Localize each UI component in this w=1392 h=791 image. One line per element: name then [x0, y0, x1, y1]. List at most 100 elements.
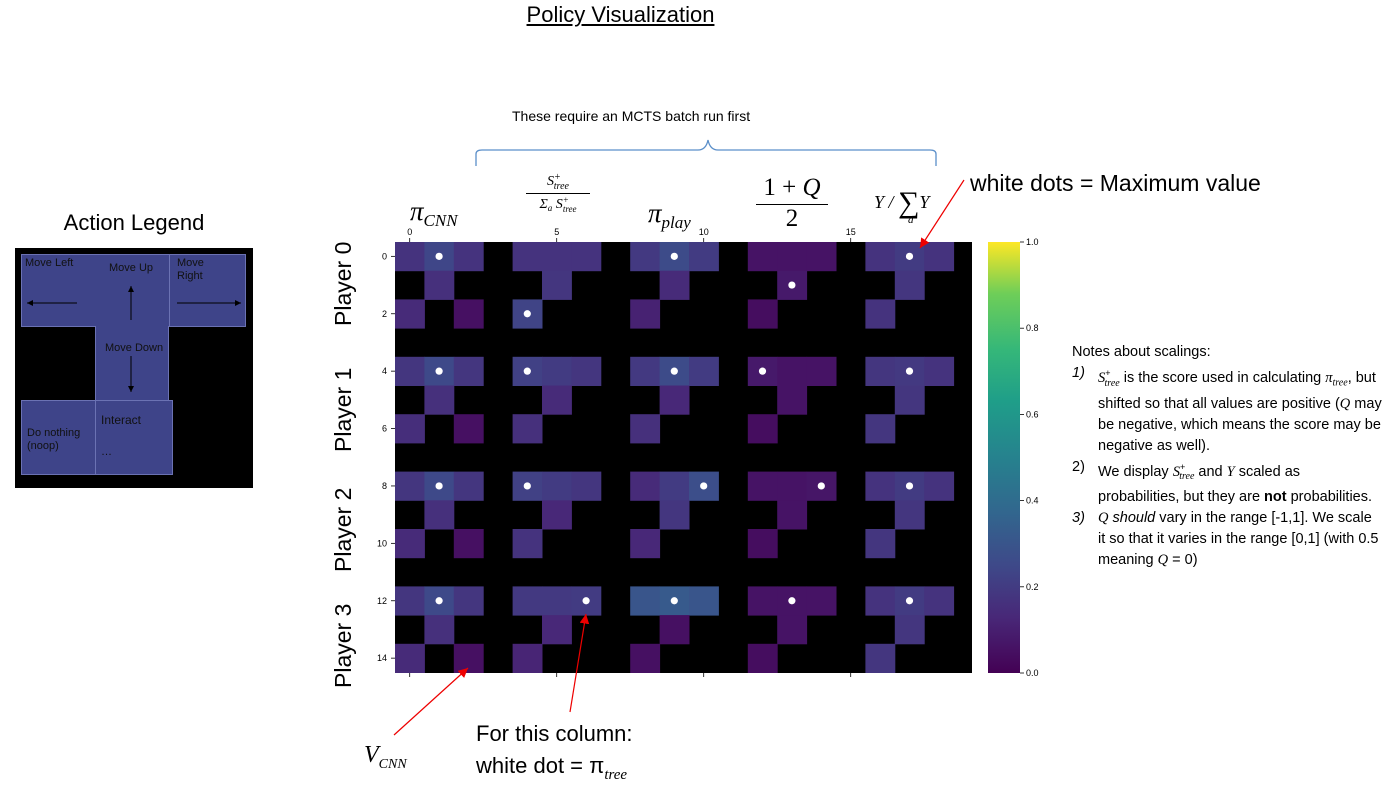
heatmap-cell [747, 299, 778, 329]
col-header-q-scaled: 1 + Q 2 [756, 174, 828, 233]
heatmap-cell [659, 270, 690, 300]
heatmap-cell [453, 529, 484, 559]
heatmap-cell [542, 615, 572, 645]
heatmap-cell [571, 356, 602, 386]
row-label-player-1: Player 1 [330, 367, 356, 452]
colorbar-tick-label: 0.4 [1026, 496, 1039, 506]
max-value-dot [700, 482, 708, 490]
heatmap-cell [747, 529, 778, 559]
y-tick-label: 12 [377, 596, 387, 606]
legend-move-right: Move Right [177, 257, 204, 282]
note-item-3: 3) Q should vary in the range [-1,1]. We … [1072, 510, 1379, 569]
heatmap-cell [659, 471, 690, 501]
note-item-2: 2) We display S+tree and Y scaled as prob… [1072, 458, 1373, 506]
heatmap-cell [689, 586, 719, 616]
heatmap-cell [806, 242, 837, 272]
heatmap-cell [747, 242, 778, 272]
heatmap-cell [777, 385, 808, 415]
heatmap-cell [777, 471, 808, 501]
scaling-notes: Notes about scalings: 1) S+tree is the sc… [1072, 342, 1382, 571]
heatmap-cell [630, 643, 661, 673]
policy-heatmap: 0 5 10 15 0 2 4 6 8 10 12 14 0.0 0.2 0.4 0.6 0.8 1.0 [377, 227, 1039, 678]
heatmap-cell [865, 643, 896, 673]
colorbar [988, 242, 1020, 673]
heatmap-cell [747, 471, 778, 501]
heatmap-cell [453, 471, 484, 501]
heatmap-cell [924, 356, 955, 386]
heatmap-cell [689, 356, 719, 386]
heatmap-cell [453, 643, 484, 673]
y-tick-label: 10 [377, 538, 387, 548]
heatmap-cell [512, 242, 543, 272]
col-header-y-norm: Y / ∑Y a [874, 186, 930, 226]
heatmap-cell [453, 586, 484, 616]
heatmap-cell [571, 471, 602, 501]
max-value-dot [788, 281, 796, 289]
heatmap-cell [777, 500, 808, 530]
heatmap-cell [659, 500, 690, 530]
heatmap-cell [395, 471, 425, 501]
legend-interact: Interact [101, 413, 142, 427]
max-value-dot [817, 482, 825, 490]
tree-label-line1: For this column: [476, 721, 633, 746]
legend-do-nothing: Do nothing (noop) [27, 427, 81, 452]
col-header-pi-play: πplay [648, 198, 691, 232]
max-value-dot [670, 597, 678, 605]
row-label-player-2: Player 2 [330, 487, 356, 572]
mcts-note: These require an MCTS batch run first [512, 108, 751, 124]
colorbar-tick-label: 0.2 [1026, 582, 1039, 592]
heatmap-cell [512, 643, 543, 673]
max-value-dot [435, 597, 443, 605]
heatmap-cell [924, 471, 955, 501]
legend-title: Action Legend [63, 210, 205, 235]
heatmap-cell [424, 270, 455, 300]
heatmap-cell [424, 615, 455, 645]
x-tick-label: 15 [846, 227, 856, 237]
heatmap-cell [777, 242, 808, 272]
heatmap-cell [630, 242, 661, 272]
heatmap-cell [542, 500, 572, 530]
tree-label: For this column: white dot = πtree [476, 718, 633, 791]
max-value-dot [435, 367, 443, 375]
max-value-dot [905, 597, 914, 605]
heatmap-cell [395, 586, 425, 616]
max-value-dot [905, 252, 914, 260]
heatmap-cell [777, 356, 808, 386]
max-value-dot [523, 310, 531, 318]
heatmap-cell [630, 299, 661, 329]
max-value-dot [582, 597, 590, 605]
heatmap-cell [571, 242, 602, 272]
legend-cell-interact [95, 400, 173, 475]
heatmap-cell [630, 529, 661, 559]
heatmap-cell [659, 385, 690, 415]
max-value-dot [435, 252, 443, 260]
heatmap-cell [542, 586, 572, 616]
heatmap-cell [453, 356, 484, 386]
col-header-s-tree: S+tree Σa S+tree [526, 172, 590, 214]
legend-move-left: Move Left [25, 257, 74, 269]
max-value-dot [788, 597, 796, 605]
x-tick-label: 0 [407, 227, 412, 237]
page-title: Policy Visualization [526, 2, 715, 27]
y-tick-label: 6 [382, 424, 387, 434]
colorbar-tick-label: 0.0 [1026, 668, 1039, 678]
heatmap-cell [894, 270, 925, 300]
legend-move-up: Move Up [109, 262, 154, 274]
heatmap-cell [865, 356, 896, 386]
max-value-dot [905, 482, 914, 490]
heatmap-cell [512, 414, 543, 444]
max-value-dot [435, 482, 443, 490]
tree-label-line2: white dot = π [476, 753, 605, 778]
heatmap-cell [630, 356, 661, 386]
heatmap-cell [395, 414, 425, 444]
heatmap-cell [453, 299, 484, 329]
row-label-player-3: Player 3 [330, 603, 356, 688]
heatmap-cell [542, 385, 572, 415]
colorbar-tick-label: 0.6 [1026, 409, 1039, 419]
heatmap-cell [395, 299, 425, 329]
tree-label-sub: tree [604, 767, 628, 783]
legend-move-down: Move Down [105, 342, 164, 354]
heatmap-cell [630, 471, 661, 501]
legend-cell-left [21, 254, 96, 327]
heatmap-cell [395, 356, 425, 386]
